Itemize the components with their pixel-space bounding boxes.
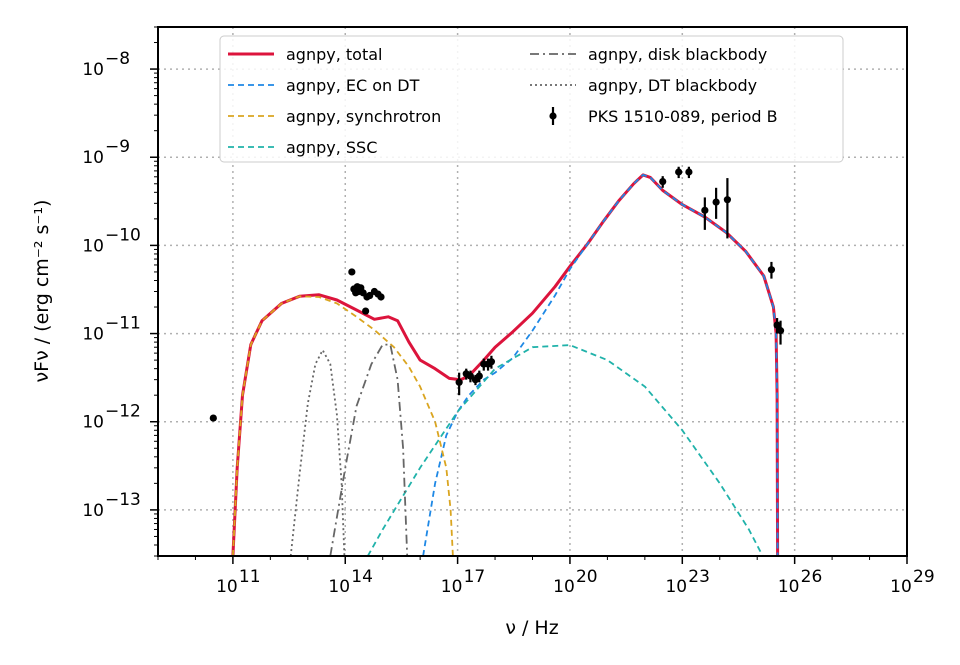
x-tick-exponent: 14 [351, 567, 373, 587]
legend: agnpy, total agnpy, EC on DT agnpy, synchr… [219, 35, 844, 163]
data-point [712, 198, 720, 206]
x-tick-exponent: 17 [464, 567, 486, 587]
data-points [209, 166, 785, 422]
x-tick-label: 10 [665, 577, 687, 597]
data-point [776, 327, 785, 335]
model-curves [231, 173, 780, 556]
legend-label: agnpy, synchrotron [286, 107, 441, 126]
y-tick-label: 10 [82, 501, 104, 521]
x-tick-label: 10 [216, 577, 238, 597]
data-point [659, 177, 667, 186]
x-tick-label: 10 [553, 577, 575, 597]
y-tick-exponent: −9 [105, 137, 130, 157]
data-point [487, 358, 496, 366]
x-tick-label: 10 [441, 577, 463, 597]
data-point [475, 372, 483, 380]
legend-label: agnpy, SSC [286, 138, 377, 157]
x-tick-label: 10 [778, 577, 800, 597]
series-line-1 [422, 174, 779, 556]
y-tick-label: 10 [82, 236, 104, 256]
series-line-2 [232, 295, 454, 556]
legend-label: agnpy, DT blackbody [588, 76, 757, 95]
data-point [685, 168, 693, 176]
legend-label: agnpy, EC on DT [286, 76, 420, 95]
y-axis-label: νFν / (erg cm⁻² s⁻¹) [31, 200, 53, 383]
data-point [362, 307, 370, 315]
x-tick-exponent: 11 [239, 567, 261, 587]
series-line-4 [329, 343, 409, 556]
y-tick-label: 10 [82, 148, 104, 168]
legend-label: PKS 1510-089, period B [588, 107, 778, 126]
x-tick-exponent: 26 [801, 567, 823, 587]
data-point [455, 378, 463, 386]
data-point [366, 291, 374, 300]
x-tick-exponent: 23 [688, 567, 710, 587]
y-tick-exponent: −11 [105, 314, 141, 334]
data-point [675, 168, 683, 176]
y-tick-exponent: −12 [105, 402, 141, 422]
legend-label: agnpy, total [286, 45, 382, 64]
x-axis: 10 11 10 14 10 17 10 20 10 23 10 26 10 29 [157, 556, 935, 597]
legend-box [219, 35, 844, 163]
y-tick-label: 10 [82, 325, 104, 345]
series-line-3 [367, 344, 764, 556]
series-line-5 [289, 349, 346, 556]
y-tick-label: 10 [82, 60, 104, 80]
legend-label: agnpy, disk blackbody [588, 45, 767, 64]
data-point [701, 206, 709, 214]
x-axis-label: ν / Hz [505, 617, 558, 639]
x-tick-label: 10 [328, 577, 350, 597]
x-tick-exponent: 20 [576, 567, 598, 587]
y-tick-label: 10 [82, 413, 104, 433]
data-point [377, 293, 385, 301]
legend-marker-point [549, 112, 557, 120]
data-point [767, 266, 776, 274]
x-tick-label: 10 [890, 577, 912, 597]
data-point [466, 372, 475, 380]
data-point [209, 414, 217, 422]
data-point [773, 321, 781, 329]
series-line-0 [231, 173, 780, 556]
y-tick-exponent: −10 [105, 225, 141, 245]
y-tick-exponent: −8 [105, 49, 130, 69]
y-tick-exponent: −13 [105, 490, 141, 510]
data-point [723, 196, 731, 204]
x-tick-exponent: 29 [913, 567, 935, 587]
data-point [348, 268, 356, 276]
